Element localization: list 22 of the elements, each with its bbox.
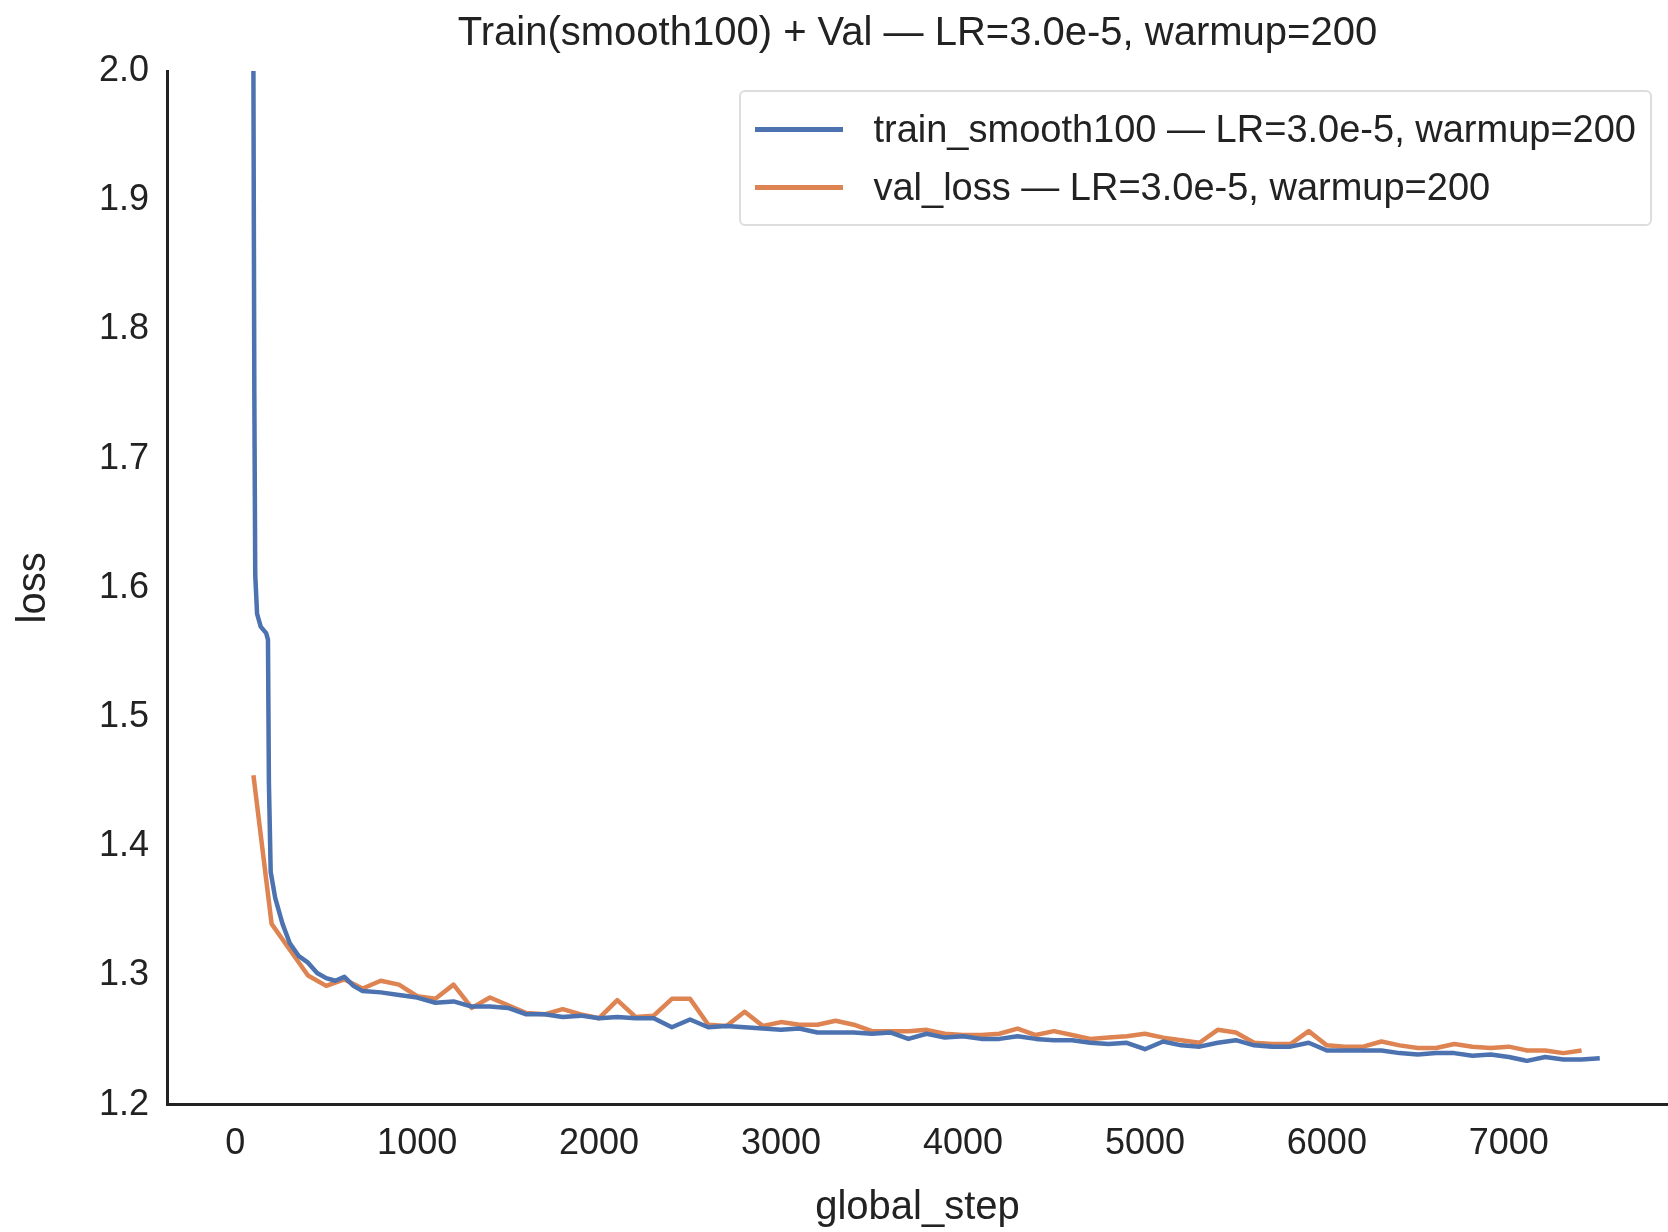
y-tick-label: 1.8 — [98, 306, 149, 348]
x-axis-title: global_step — [815, 1183, 1020, 1228]
y-tick-label: 1.5 — [98, 694, 149, 736]
legend-label: val_loss — LR=3.0e-5, warmup=200 — [873, 165, 1491, 209]
x-tick-label: 6000 — [1286, 1121, 1367, 1163]
y-tick-label: 1.6 — [98, 564, 149, 606]
y-axis-title: loss — [9, 552, 54, 624]
y-tick-label: 1.7 — [98, 435, 149, 477]
legend-label: train_smooth100 — LR=3.0e-5, warmup=200 — [873, 107, 1636, 151]
x-tick-label: 3000 — [741, 1121, 822, 1163]
y-tick-label: 1.3 — [98, 952, 149, 994]
y-tick-label: 1.4 — [98, 823, 149, 865]
x-tick-label: 4000 — [922, 1121, 1004, 1163]
y-tick-label: 1.2 — [98, 1081, 149, 1123]
y-tick-label: 2.0 — [98, 47, 149, 89]
y-tick-label: 1.9 — [98, 177, 149, 219]
x-tick-label: 2000 — [559, 1121, 640, 1163]
x-tick-label: 1000 — [377, 1121, 458, 1163]
x-tick-label: 7000 — [1468, 1121, 1549, 1163]
x-tick-label: 5000 — [1104, 1121, 1185, 1163]
chart-title: Train(smooth100) + Val — LR=3.0e-5, warmup=200 — [457, 9, 1378, 54]
x-tick-label: 0 — [225, 1121, 246, 1163]
